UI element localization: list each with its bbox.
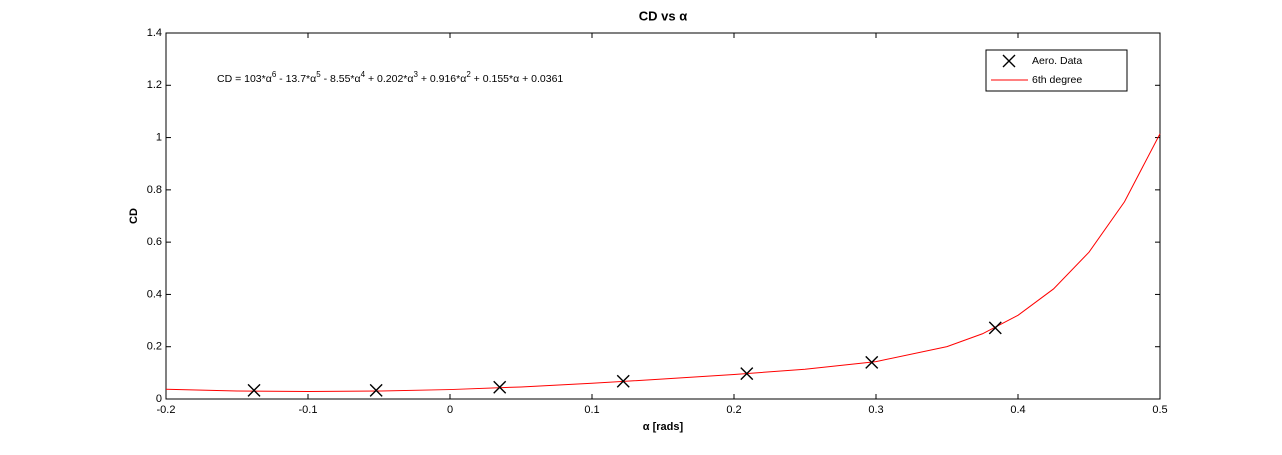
equation-exponent: 5: [316, 70, 321, 79]
y-tick-label: 1.4: [147, 27, 162, 39]
data-point: [988, 321, 1002, 335]
legend-marker: [1002, 54, 1016, 68]
x-tick-label: 0: [447, 404, 453, 416]
data-point: [247, 383, 261, 397]
y-tick-label: 0.2: [147, 341, 162, 353]
x-tick-label: 0.1: [584, 404, 599, 416]
data-point: [865, 355, 879, 369]
x-tick-label: 0.5: [1152, 404, 1167, 416]
data-point: [369, 383, 383, 397]
y-tick-label: 0: [156, 393, 162, 405]
equation-term: - 8.55*α: [321, 73, 361, 85]
y-tick-label: 1.2: [147, 79, 162, 91]
plot-area: [166, 33, 1160, 399]
equation-term: + 0.155*α + 0.0361: [471, 73, 564, 85]
equation-annotation: CD = 103*α6 - 13.7*α5 - 8.55*α4 + 0.202*…: [217, 70, 563, 85]
y-tick-label: 0.6: [147, 236, 162, 248]
legend-label: 6th degree: [1032, 74, 1082, 86]
equation-exponent: 2: [466, 70, 471, 79]
y-axis-label: CD: [128, 208, 140, 224]
equation-term: - 13.7*α: [276, 73, 316, 85]
x-tick-label: 0.2: [726, 404, 741, 416]
x-tick-label: -0.2: [157, 404, 176, 416]
equation-term: + 0.202*α: [365, 73, 413, 85]
equation-term: CD = 103*α: [217, 73, 272, 85]
x-axis-label: α [rads]: [643, 421, 684, 433]
data-point: [616, 374, 630, 388]
x-tick-label: 0.3: [868, 404, 883, 416]
y-tick-label: 0.8: [147, 184, 162, 196]
x-tick-label: -0.1: [299, 404, 318, 416]
legend-box: [985, 49, 1128, 92]
equation-exponent: 4: [361, 70, 366, 79]
axes-frame: [165, 32, 1161, 400]
y-tick-label: 0.4: [147, 288, 162, 300]
data-point: [740, 367, 754, 381]
equation-exponent: 3: [413, 70, 418, 79]
equation-term: + 0.916*α: [418, 73, 466, 85]
equation-exponent: 6: [272, 70, 277, 79]
chart-title: CD vs α: [639, 8, 687, 23]
y-tick-label: 1: [156, 131, 162, 143]
legend-label: Aero. Data: [1032, 55, 1082, 67]
data-point: [493, 380, 507, 394]
fit-line: [165, 133, 1161, 392]
x-tick-label: 0.4: [1010, 404, 1025, 416]
